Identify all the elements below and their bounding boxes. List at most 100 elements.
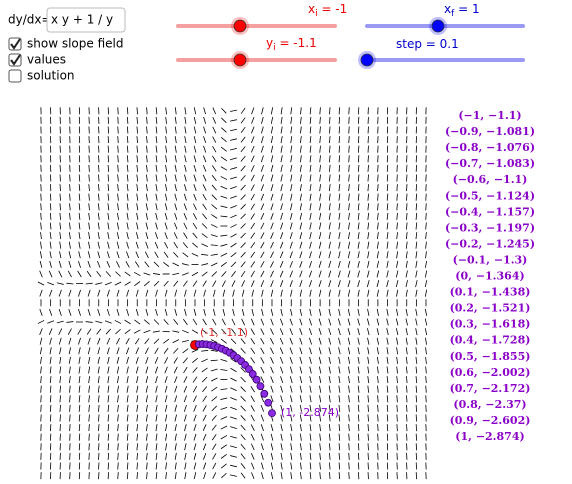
slope-segment xyxy=(107,424,110,432)
slope-segment xyxy=(221,271,227,277)
slope-segment xyxy=(230,214,237,219)
slope-segment xyxy=(68,356,71,364)
slope-segment xyxy=(165,174,168,182)
slope-segment xyxy=(220,185,228,190)
slope-segment xyxy=(59,203,61,211)
slider-thumb[interactable] xyxy=(233,53,247,67)
slope-segment xyxy=(240,223,246,229)
slope-segment xyxy=(117,404,119,412)
slope-segment xyxy=(328,241,331,249)
slope-segment xyxy=(182,357,188,364)
slope-segment xyxy=(183,376,188,383)
slope-segment xyxy=(328,289,331,297)
slope-segment xyxy=(220,146,227,152)
slope-segment xyxy=(329,472,331,480)
slider-thumb[interactable] xyxy=(233,19,247,33)
slope-segment xyxy=(309,472,312,480)
slope-segment xyxy=(40,232,42,240)
slope-segment xyxy=(221,280,226,287)
slope-segment xyxy=(348,395,350,403)
equation-input[interactable] xyxy=(46,7,126,33)
slope-segment xyxy=(220,176,228,180)
slope-segment xyxy=(107,145,110,153)
slope-segment xyxy=(212,443,217,450)
slope-segment xyxy=(279,328,284,335)
checkbox[interactable] xyxy=(8,69,22,83)
slider-thumb[interactable] xyxy=(431,19,445,33)
slope-segment xyxy=(396,184,398,192)
slope-segment xyxy=(338,260,341,268)
slope-segment xyxy=(240,136,246,143)
slope-segment xyxy=(260,452,264,460)
slope-segment xyxy=(260,347,265,355)
slope-segment xyxy=(174,395,178,403)
slope-segment xyxy=(164,289,168,297)
slope-segment xyxy=(415,270,418,278)
slope-segment xyxy=(146,136,148,144)
slope-segment xyxy=(220,369,228,371)
slope-segment xyxy=(155,203,158,211)
slope-segment xyxy=(347,328,351,336)
slope-segment xyxy=(154,251,159,259)
slope-segment xyxy=(126,433,129,441)
slope-segment xyxy=(260,337,265,345)
slope-segment xyxy=(230,387,237,391)
slope-segment xyxy=(152,273,161,275)
slope-segment xyxy=(300,462,302,470)
slope-segment xyxy=(338,232,341,240)
slope-segment xyxy=(260,376,265,383)
slope-segment xyxy=(367,203,370,211)
slope-segment xyxy=(201,358,208,363)
slope-segment xyxy=(95,320,103,324)
slope-segment xyxy=(163,338,170,344)
slope-segment xyxy=(405,308,408,316)
slope-segment xyxy=(230,406,237,410)
slope-segment xyxy=(184,289,187,297)
slope-segment xyxy=(182,242,188,249)
slope-segment xyxy=(425,232,427,240)
slope-segment xyxy=(425,356,427,364)
slope-segment xyxy=(329,126,331,134)
slope-segment xyxy=(47,281,55,286)
slope-segment xyxy=(203,472,207,480)
slope-segment xyxy=(135,251,140,259)
slope-segment xyxy=(193,193,197,201)
slope-segment xyxy=(309,366,312,374)
slope-segment xyxy=(319,174,321,182)
slope-segment xyxy=(289,318,293,326)
slider-thumb[interactable] xyxy=(360,53,374,67)
slope-segment xyxy=(174,433,177,441)
value-item: (0.3, −1.618) xyxy=(450,318,531,331)
slope-segment xyxy=(367,184,369,192)
value-item: (0.6, −2.002) xyxy=(450,366,531,379)
slope-segment xyxy=(116,347,120,355)
slope-segment xyxy=(250,357,256,364)
slope-segment xyxy=(270,145,274,153)
slope-segment xyxy=(211,184,217,191)
slope-segment xyxy=(386,424,389,432)
slope-segment xyxy=(193,126,197,134)
checkbox-label: values xyxy=(27,53,66,67)
slope-segment xyxy=(260,232,265,239)
slope-segment xyxy=(164,203,168,211)
slope-segment xyxy=(299,212,303,220)
slope-segment xyxy=(386,232,389,240)
slope-segment xyxy=(250,347,256,354)
slope-segment xyxy=(376,241,379,249)
slope-segment xyxy=(260,443,264,451)
slope-segment xyxy=(357,337,360,345)
slope-segment xyxy=(116,222,120,230)
slope-segment xyxy=(115,328,121,335)
slope-segment xyxy=(299,308,303,316)
slope-segment xyxy=(88,404,90,412)
slope-segment xyxy=(240,251,246,258)
slope-segment xyxy=(49,308,53,316)
slope-segment xyxy=(220,205,228,208)
slope-segment xyxy=(270,366,274,374)
slope-segment xyxy=(220,416,228,420)
slope-segment xyxy=(126,366,129,374)
slope-segment xyxy=(146,443,148,451)
checkbox-label: show slope field xyxy=(27,37,123,51)
slope-segment xyxy=(377,184,379,192)
slope-segment xyxy=(211,386,218,392)
